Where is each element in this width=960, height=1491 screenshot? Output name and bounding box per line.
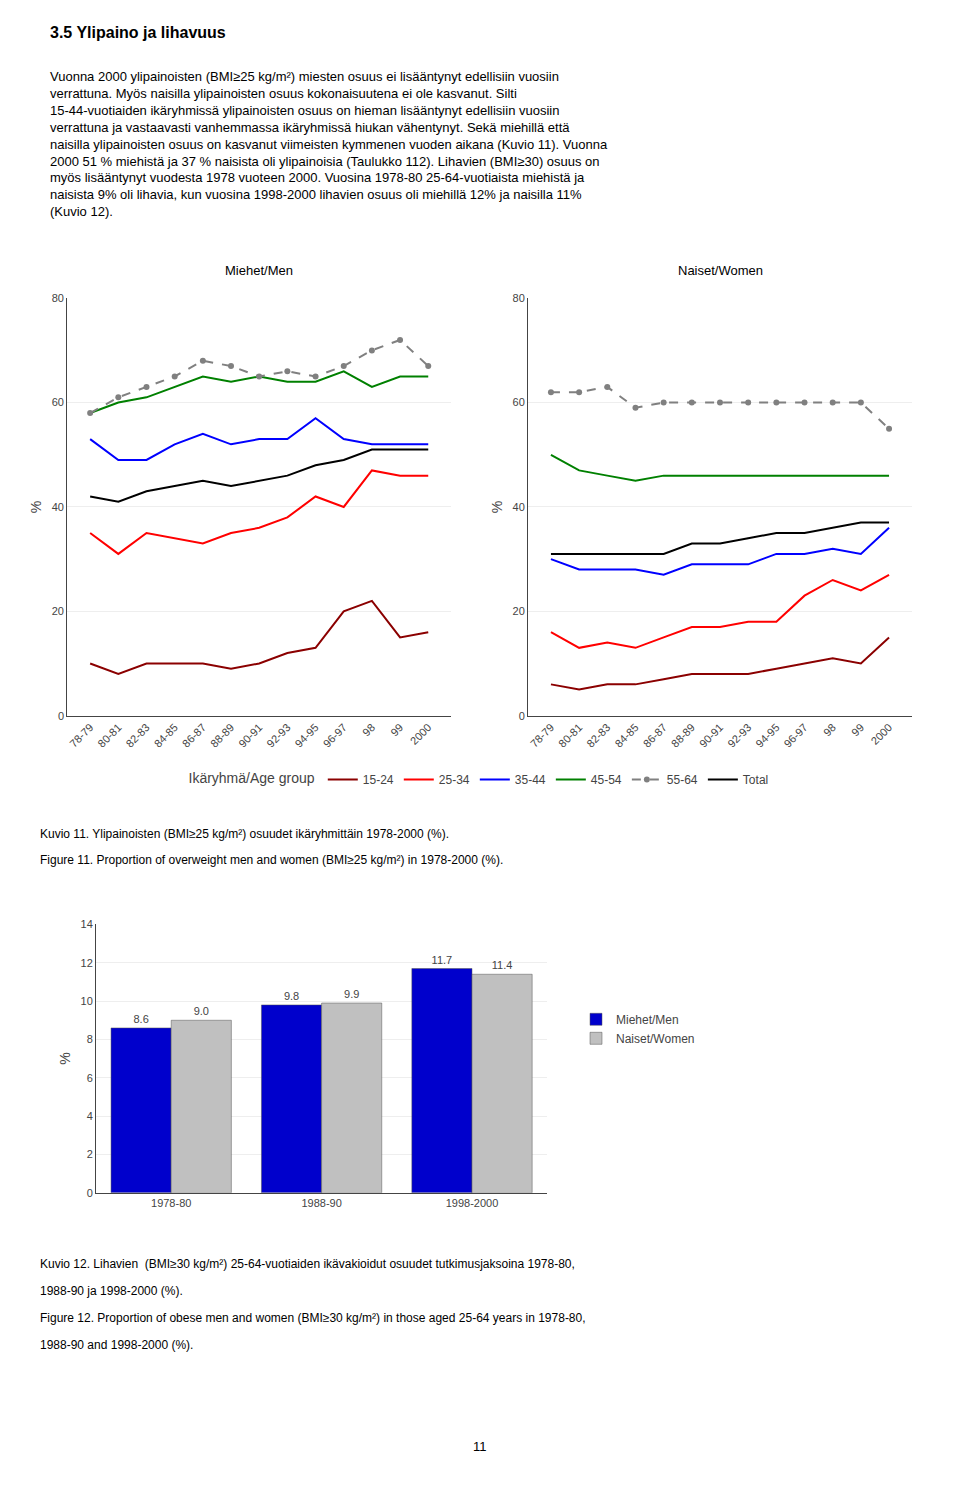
svg-text:Naiset/Women: Naiset/Women	[678, 263, 763, 278]
svg-text:78-79: 78-79	[528, 721, 556, 749]
svg-text:92-93: 92-93	[725, 721, 753, 749]
svg-text:%: %	[28, 501, 44, 513]
svg-text:12: 12	[81, 957, 93, 969]
svg-text:82-83: 82-83	[123, 721, 151, 749]
svg-text:88-89: 88-89	[669, 721, 697, 749]
svg-text:80: 80	[52, 292, 64, 304]
svg-text:1978-80: 1978-80	[151, 1197, 191, 1209]
svg-text:1998-2000: 1998-2000	[446, 1197, 499, 1209]
svg-text:9.8: 9.8	[284, 990, 299, 1002]
svg-text:45-54: 45-54	[591, 773, 622, 787]
svg-text:99: 99	[849, 721, 866, 738]
svg-text:10: 10	[81, 995, 93, 1007]
svg-text:90-91: 90-91	[697, 721, 725, 749]
svg-text:9.0: 9.0	[194, 1005, 209, 1017]
svg-text:1988-90 and 1998-2000 (%).: 1988-90 and 1998-2000 (%).	[40, 1338, 193, 1352]
svg-text:Miehet/Men: Miehet/Men	[616, 1013, 679, 1027]
svg-text:80: 80	[513, 292, 525, 304]
svg-text:84-85: 84-85	[152, 721, 180, 749]
svg-text:20: 20	[52, 605, 64, 617]
svg-text:98: 98	[360, 721, 377, 738]
svg-text:8: 8	[87, 1033, 93, 1045]
svg-text:96-97: 96-97	[321, 721, 349, 749]
svg-text:2000: 2000	[869, 721, 895, 747]
svg-text:1988-90 ja 1998-2000 (%).: 1988-90 ja 1998-2000 (%).	[40, 1284, 183, 1298]
svg-text:60: 60	[513, 396, 525, 408]
svg-text:86-87: 86-87	[180, 721, 208, 749]
svg-text:Naiset/Women: Naiset/Women	[616, 1032, 694, 1046]
svg-text:20: 20	[513, 605, 525, 617]
svg-text:%: %	[57, 1052, 73, 1064]
svg-text:84-85: 84-85	[612, 721, 640, 749]
svg-text:80-81: 80-81	[556, 721, 584, 749]
svg-text:2000: 2000	[408, 721, 434, 747]
svg-text:Kuvio 12. Lihavien (BMI≥30 kg: Kuvio 12. Lihavien (BMI≥30 kg/m²) 25-64-…	[40, 1257, 575, 1271]
svg-text:94-95: 94-95	[292, 721, 320, 749]
svg-text:11.4: 11.4	[492, 959, 513, 971]
svg-text:40: 40	[513, 501, 525, 513]
svg-text:60: 60	[52, 396, 64, 408]
svg-text:96-97: 96-97	[781, 721, 809, 749]
svg-text:40: 40	[52, 501, 64, 513]
svg-text:94-95: 94-95	[753, 721, 781, 749]
svg-text:78-79: 78-79	[67, 721, 95, 749]
svg-text:Ikäryhmä/Age group: Ikäryhmä/Age group	[189, 770, 315, 786]
svg-text:Total: Total	[743, 773, 768, 787]
svg-text:4: 4	[87, 1110, 93, 1122]
svg-text:82-83: 82-83	[584, 721, 612, 749]
svg-text:Figure 11. Proportion of overw: Figure 11. Proportion of overweight men …	[40, 853, 503, 867]
svg-text:Kuvio 11. Ylipainoisten (BMI≥2: Kuvio 11. Ylipainoisten (BMI≥25 kg/m²) o…	[40, 827, 449, 841]
svg-text:55-64: 55-64	[667, 773, 698, 787]
svg-text:0: 0	[519, 710, 525, 722]
svg-text:Vuonna 2000 ylipainoisten (BMI: Vuonna 2000 ylipainoisten (BMI≥25 kg/m²)…	[50, 69, 608, 219]
svg-text:2: 2	[87, 1148, 93, 1160]
svg-text:86-87: 86-87	[641, 721, 669, 749]
svg-text:25-34: 25-34	[439, 773, 470, 787]
svg-text:0: 0	[87, 1187, 93, 1199]
svg-text:%: %	[489, 501, 505, 513]
svg-text:11.7: 11.7	[432, 954, 453, 966]
svg-text:92-93: 92-93	[264, 721, 292, 749]
svg-text:98: 98	[821, 721, 838, 738]
svg-text:15-24: 15-24	[363, 773, 394, 787]
svg-text:14: 14	[81, 918, 93, 930]
svg-text:8.6: 8.6	[133, 1013, 148, 1025]
svg-text:88-89: 88-89	[208, 721, 236, 749]
svg-text:9.9: 9.9	[344, 988, 359, 1000]
svg-text:90-91: 90-91	[236, 721, 264, 749]
svg-text:35-44: 35-44	[515, 773, 546, 787]
svg-text:99: 99	[388, 721, 405, 738]
svg-text:0: 0	[58, 710, 64, 722]
svg-text:6: 6	[87, 1072, 93, 1084]
svg-text:80-81: 80-81	[95, 721, 123, 749]
svg-text:Miehet/Men: Miehet/Men	[225, 263, 293, 278]
svg-text:1988-90: 1988-90	[301, 1197, 341, 1209]
svg-text:3.5 Ylipaino ja lihavuus: 3.5 Ylipaino ja lihavuus	[50, 24, 226, 41]
svg-text:Figure 12. Proportion of obese: Figure 12. Proportion of obese men and w…	[40, 1311, 586, 1325]
svg-text:11: 11	[473, 1439, 487, 1454]
